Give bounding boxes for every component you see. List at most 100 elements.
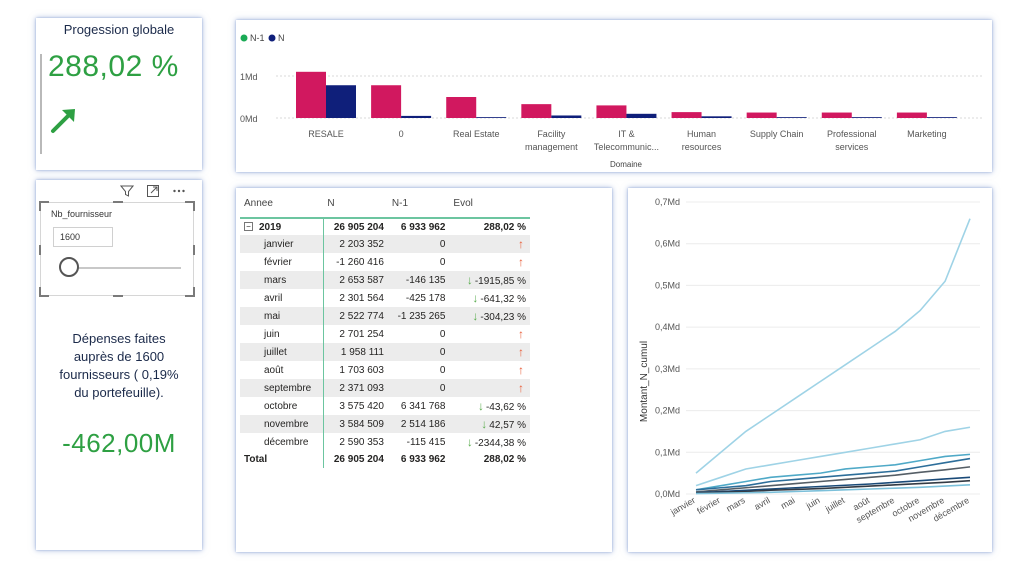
n1-cell: -146 135 (387, 271, 450, 289)
n-cell: 2 590 353 (322, 433, 388, 451)
bar-n[interactable] (476, 117, 507, 118)
matrix-month-row[interactable]: novembre 3 584 509 2 514 186 ↓ 42,57 % (240, 415, 530, 433)
year-cell: −2019 (240, 218, 323, 235)
column-header-n1[interactable]: N-1 (387, 194, 450, 219)
series-line[interactable] (695, 479, 971, 494)
matrix-body: −2019 26 905 204 6 933 962 288,02 % janvier 2… (240, 218, 530, 468)
bar-n[interactable] (326, 85, 356, 118)
bar-n[interactable] (626, 113, 657, 118)
resize-handle[interactable] (39, 287, 49, 297)
matrix-month-row[interactable]: février -1 260 416 0 ↑ (240, 253, 530, 271)
evol-value: -641,32 % (480, 294, 526, 305)
matrix-month-row[interactable]: août 1 703 603 0 ↑ (240, 361, 530, 379)
bar-n1[interactable] (671, 112, 702, 118)
arrow-up-icon: ↑ (518, 327, 524, 341)
slider-track[interactable] (71, 267, 181, 269)
matrix-year-row[interactable]: −2019 26 905 204 6 933 962 288,02 % (240, 218, 530, 235)
bar-n1[interactable] (746, 112, 777, 118)
slicer-label: Nb_fournisseur (51, 209, 113, 219)
x-tick-label: Supply Chain (750, 129, 804, 139)
x-tick-label: avril (752, 495, 771, 512)
bar-n[interactable] (701, 116, 732, 118)
bar-n1[interactable] (821, 112, 852, 118)
bar-n1[interactable] (446, 97, 477, 118)
resize-handle[interactable] (39, 245, 41, 255)
bar-n[interactable] (776, 117, 807, 118)
series-line[interactable] (695, 476, 971, 494)
series-line[interactable] (695, 484, 971, 495)
kpi-value: 288,02 % (48, 50, 179, 83)
column-header-n[interactable]: N (323, 194, 388, 219)
evol-cell: ↑ (449, 343, 530, 361)
filter-icon[interactable] (118, 182, 136, 200)
resize-handle[interactable] (185, 287, 195, 297)
n-cell: 2 522 774 (322, 307, 388, 325)
series-line[interactable] (695, 426, 971, 487)
column-header-evol[interactable]: Evol (449, 194, 530, 219)
n-cell: 2 701 254 (322, 325, 388, 343)
x-tick-label: IT & (618, 129, 634, 139)
n-cell: -1 260 416 (322, 253, 388, 271)
collapse-icon[interactable]: − (244, 222, 253, 232)
evol-cell: ↓ -2344,38 % (449, 433, 530, 451)
matrix-month-row[interactable]: janvier 2 203 352 0 ↑ (240, 235, 530, 253)
resize-handle[interactable] (185, 201, 195, 211)
focus-mode-icon[interactable] (144, 182, 162, 200)
matrix-month-row[interactable]: juillet 1 958 111 0 ↑ (240, 343, 530, 361)
month-cell: décembre (264, 436, 309, 448)
spend-line: Dépenses faites (72, 331, 166, 346)
bar-n[interactable] (926, 117, 957, 118)
bar-n[interactable] (551, 115, 582, 118)
bar-n1[interactable] (296, 71, 326, 118)
matrix-month-row[interactable]: mars 2 653 587 -146 135 ↓ -1915,85 % (240, 271, 530, 289)
month-cell: mai (240, 307, 324, 325)
matrix-month-row[interactable]: décembre 2 590 353 -115 415 ↓ -2344,38 % (240, 433, 530, 451)
y-tick-label: 1Md (240, 72, 258, 82)
matrix-month-row[interactable]: juin 2 701 254 0 ↑ (240, 325, 530, 343)
n1-cell: 0 (439, 328, 446, 340)
spend-value: -462,00M (62, 428, 176, 458)
bar-chart[interactable]: N-1 N 1Md 0Md RESALE 0 Real Estate Facility mana… (236, 20, 992, 172)
matrix-month-row[interactable]: avril 2 301 564 -425 178 ↓ -641,32 % (240, 289, 530, 307)
slicer-visual[interactable]: Nb_fournisseur (39, 201, 195, 297)
bar-n[interactable] (401, 115, 432, 118)
arrow-up-icon: ↑ (518, 255, 524, 269)
n1-cell: 2 514 186 (387, 415, 450, 433)
bar-n1[interactable] (521, 104, 552, 118)
matrix-month-row[interactable]: septembre 2 371 093 0 ↑ (240, 379, 530, 397)
slicer-value-input[interactable] (53, 227, 113, 247)
matrix-month-row[interactable]: octobre 3 575 420 6 341 768 ↓ -43,62 % (240, 397, 530, 415)
year-label: 2019 (259, 221, 282, 233)
bar-n1[interactable] (596, 105, 627, 118)
line-chart[interactable]: 0,0Md 0,1Md 0,2Md 0,3Md 0,4Md 0,5Md 0,6Md 0,7Md… (628, 188, 992, 552)
resize-handle[interactable] (193, 245, 195, 255)
matrix-total-row[interactable]: Total 26 905 204 6 933 962 288,02 % (240, 451, 530, 468)
arrow-down-icon: ↓ (472, 309, 479, 323)
y-tick-label: 0,2Md (655, 406, 680, 416)
series-line[interactable] (695, 457, 971, 491)
bar-n1[interactable] (371, 85, 402, 118)
series-line[interactable] (695, 218, 971, 474)
bar-n[interactable] (851, 117, 882, 118)
series-line[interactable] (695, 466, 971, 493)
month-cell: juin (264, 328, 280, 340)
more-options-icon[interactable] (170, 182, 188, 200)
y-tick-label: 0,4Md (655, 322, 680, 332)
y-tick-label: 0,0Md (655, 489, 680, 499)
resize-handle[interactable] (113, 295, 123, 297)
matrix-card: Annee N N-1 Evol −2019 26 905 204 6 933 96… (236, 188, 612, 552)
arrow-down-icon: ↓ (477, 399, 484, 413)
evol-cell: 288,02 % (483, 221, 526, 233)
slider-thumb[interactable] (59, 257, 79, 277)
y-tick-label: 0,5Md (655, 280, 680, 290)
n-cell: 2 653 587 (322, 271, 388, 289)
evol-value: 42,57 % (489, 420, 526, 431)
column-header-annee[interactable]: Annee (240, 194, 324, 219)
resize-handle[interactable] (39, 201, 49, 211)
spend-line: du portefeuille). (74, 385, 164, 400)
matrix-header-row: Annee N N-1 Evol (240, 194, 530, 219)
series-line[interactable] (695, 453, 971, 491)
bar-n1[interactable] (896, 112, 927, 118)
matrix-month-row[interactable]: mai 2 522 774 -1 235 265 ↓ -304,23 % (240, 307, 530, 325)
resize-handle[interactable] (113, 201, 123, 203)
